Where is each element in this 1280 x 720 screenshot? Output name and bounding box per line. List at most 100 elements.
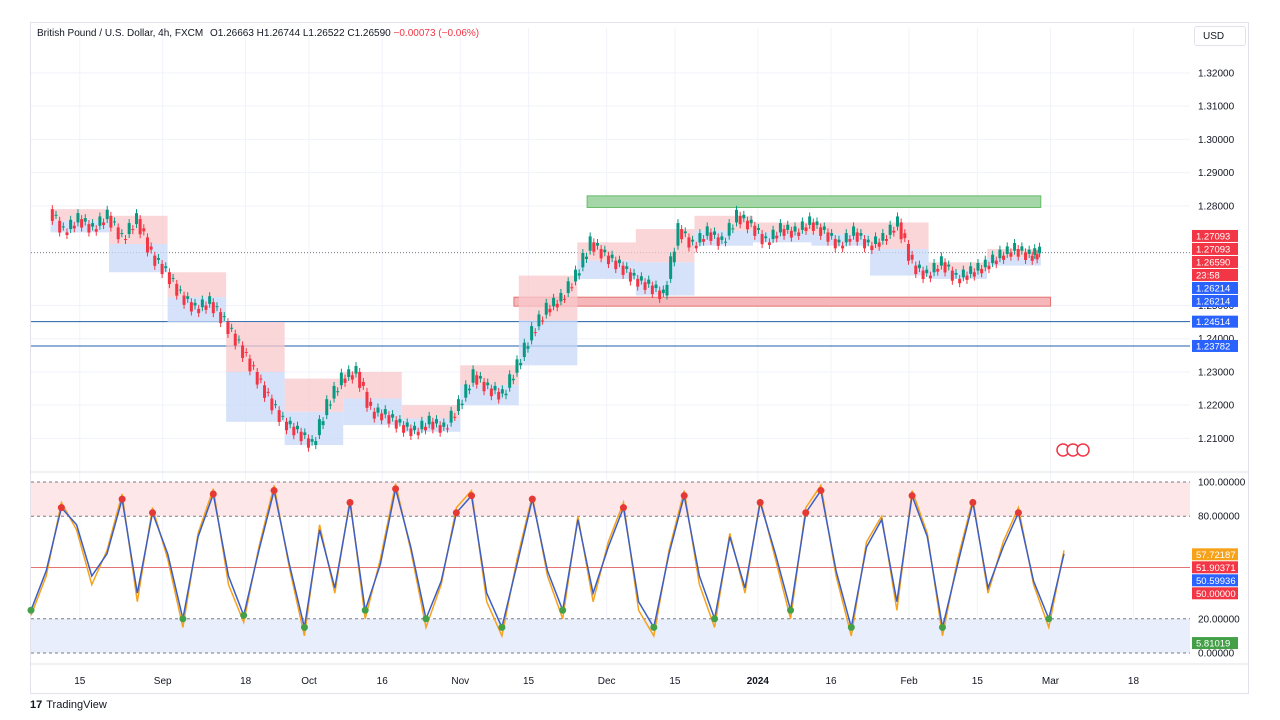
candle-body xyxy=(636,278,640,287)
candle-body xyxy=(709,232,713,241)
candle-body xyxy=(237,339,241,341)
oscillator-tick-label: 20.00000 xyxy=(1198,614,1240,625)
candle-body xyxy=(69,219,73,230)
currency-button[interactable]: USD xyxy=(1194,26,1246,46)
overbought-marker xyxy=(908,492,916,500)
candle-body xyxy=(80,219,84,228)
candle-body xyxy=(515,359,519,373)
candle-body xyxy=(72,225,76,229)
oversold-marker xyxy=(847,623,855,631)
candle-body xyxy=(877,242,881,247)
candle-body xyxy=(833,239,837,249)
candle-body xyxy=(537,314,541,327)
candle-body xyxy=(928,275,932,279)
candle-body xyxy=(380,413,384,421)
candle-body xyxy=(131,229,135,231)
overbought-marker xyxy=(619,504,627,512)
candle-body xyxy=(87,224,91,233)
candle-body xyxy=(650,285,654,295)
candle-body xyxy=(252,365,256,367)
candle-body xyxy=(749,219,753,224)
candle-body xyxy=(50,209,54,221)
candle-body xyxy=(193,302,197,306)
candle-body xyxy=(215,306,219,308)
oversold-marker xyxy=(787,606,795,614)
candle-body xyxy=(954,272,958,275)
candle-body xyxy=(398,419,402,423)
supply-box xyxy=(226,322,285,372)
candle-body xyxy=(804,227,808,231)
candle-body xyxy=(921,270,925,280)
demand-box xyxy=(167,297,227,323)
candle-body xyxy=(365,391,369,408)
candle-body xyxy=(65,232,69,236)
candle-body xyxy=(478,375,482,379)
candle-body xyxy=(756,228,760,230)
candle-body xyxy=(134,213,138,225)
price-tick-label: 1.24000 xyxy=(1198,334,1235,345)
candle-body xyxy=(164,266,168,269)
candle-body xyxy=(292,426,296,436)
price-badge xyxy=(1192,339,1238,352)
candle-body xyxy=(339,372,343,386)
candle-body xyxy=(870,245,874,251)
candle-body xyxy=(328,404,332,406)
demand-box xyxy=(694,230,753,246)
candle-body xyxy=(160,263,164,275)
candle-body xyxy=(991,254,995,264)
price-badge-label: 51.90371 xyxy=(1196,563,1236,574)
time-tick-label: 15 xyxy=(74,676,86,687)
supply-box xyxy=(50,209,110,221)
oversold-marker xyxy=(27,606,35,614)
candle-body xyxy=(413,425,417,431)
candle-body xyxy=(76,213,80,223)
demand-box xyxy=(226,371,285,422)
time-tick-label: Sep xyxy=(154,676,172,687)
tradingview-brand[interactable]: 17 TradingView xyxy=(30,699,107,711)
candle-body xyxy=(1002,255,1006,260)
supply-box xyxy=(928,262,988,271)
demand-box xyxy=(870,249,929,276)
candle-body xyxy=(617,259,621,264)
overbought-marker xyxy=(392,485,400,493)
candle-body xyxy=(456,399,460,411)
low-label: L xyxy=(302,28,309,39)
overbought-marker xyxy=(969,499,977,507)
price-tick-label: 1.22000 xyxy=(1198,401,1235,412)
tradingview-name: TradingView xyxy=(46,699,107,711)
candle-body xyxy=(208,296,212,304)
candle-body xyxy=(171,277,175,279)
oversold-marker xyxy=(938,623,946,631)
candle-body xyxy=(482,381,486,392)
candle-body xyxy=(694,245,698,249)
candle-body xyxy=(848,239,852,242)
price-badge xyxy=(1192,315,1238,328)
price-badge xyxy=(1192,561,1238,574)
resistance-zone xyxy=(586,195,1042,208)
candle-body xyxy=(621,265,625,275)
overbought-marker xyxy=(756,499,764,507)
time-tick-label: 18 xyxy=(1128,676,1140,687)
candle-body xyxy=(303,432,307,436)
candle-body xyxy=(519,362,523,366)
candle-body xyxy=(424,426,428,431)
candle-body xyxy=(153,255,157,266)
price-tick-label: 1.28000 xyxy=(1198,201,1235,212)
candle-body xyxy=(175,283,179,296)
candle-body xyxy=(197,308,201,314)
candle-body xyxy=(219,312,223,324)
candle-body xyxy=(702,239,706,242)
candle-body xyxy=(881,233,885,241)
oscillator-tick-label: 80.00000 xyxy=(1198,512,1240,523)
candle-body xyxy=(204,305,208,310)
candle-body xyxy=(508,374,512,388)
candle-body xyxy=(859,233,863,236)
time-tick-label: 16 xyxy=(377,676,389,687)
candle-body xyxy=(745,220,749,230)
overbought-marker xyxy=(149,509,157,517)
price-badge xyxy=(1192,255,1238,268)
candle-body xyxy=(735,209,739,223)
candle-body xyxy=(259,378,263,380)
price-badge xyxy=(1192,268,1238,281)
